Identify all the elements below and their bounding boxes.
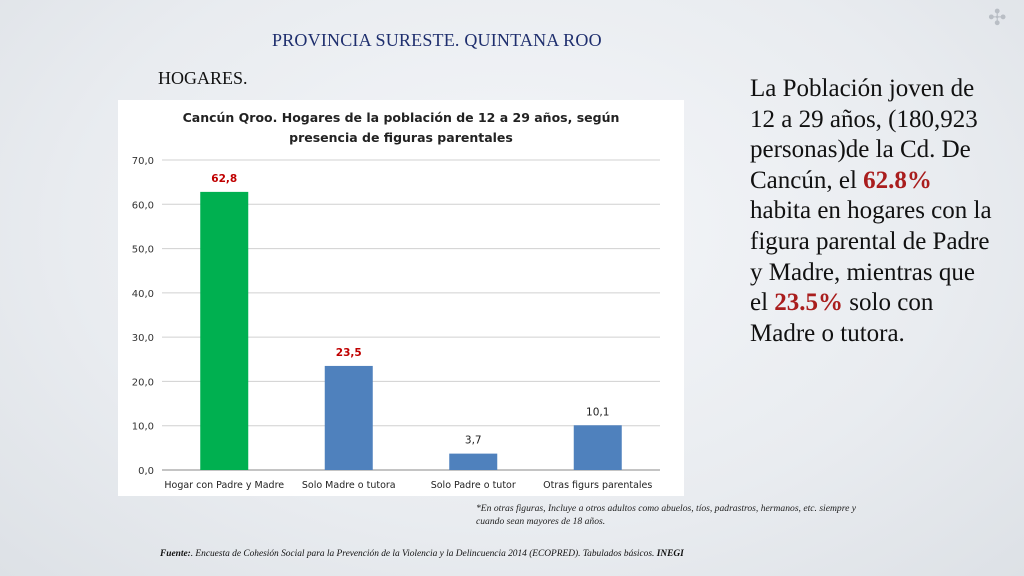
- x-tick-label: Otras figurs parentales: [543, 480, 652, 491]
- y-tick-label: 0,0: [138, 466, 154, 477]
- x-tick-label: Solo Madre o tutora: [302, 480, 396, 491]
- value-label: 62,8: [211, 173, 237, 185]
- y-tick-label: 30,0: [132, 333, 154, 344]
- summary-part-1: La Población joven de 12 a 29 años, (180…: [750, 75, 978, 194]
- y-tick-label: 50,0: [132, 245, 154, 256]
- source-org: INEGI: [656, 549, 684, 559]
- summary-highlight-1: 62.8%: [863, 166, 932, 194]
- y-tick-label: 10,0: [132, 422, 154, 433]
- value-label: 10,1: [586, 406, 609, 418]
- chart-bars: [200, 191, 622, 470]
- corner-decoration-icon: ✣: [988, 6, 1007, 31]
- x-tick-label: Solo Padre o tutor: [431, 480, 516, 491]
- value-labels: 62,8 23,5 3,7 10,1: [211, 173, 609, 447]
- bar-chart: Cancún Qroo. Hogares de la población de …: [118, 100, 684, 496]
- bar: [200, 191, 249, 470]
- y-axis-ticks: 0,0 10,0 20,0 30,0 40,0 50,0 60,0 70,0: [132, 156, 154, 477]
- source-citation: Fuente:. Encuesta de Cohesión Social par…: [160, 549, 684, 559]
- bar: [449, 453, 498, 470]
- y-tick-label: 40,0: [132, 289, 154, 300]
- x-axis-labels: Hogar con Padre y Madre Solo Madre o tuto…: [164, 480, 652, 491]
- x-tick-label: Hogar con Padre y Madre: [164, 480, 284, 491]
- section-label: HOGARES.: [158, 68, 248, 88]
- chart-title: Cancún Qroo. Hogares de la población de …: [183, 110, 620, 145]
- summary-text: La Población joven de 12 a 29 años, (180…: [750, 74, 995, 349]
- y-tick-label: 60,0: [132, 200, 154, 211]
- source-text: . Encuesta de Cohesión Social para la Pr…: [190, 549, 657, 559]
- chart-svg: Cancún Qroo. Hogares de la población de …: [118, 100, 684, 496]
- value-label: 3,7: [465, 435, 482, 447]
- value-label: 23,5: [336, 347, 362, 359]
- y-tick-label: 20,0: [132, 377, 154, 388]
- summary-highlight-2: 23.5%: [774, 289, 844, 317]
- summary-part-2: habita en hogares con la figura parental…: [750, 197, 992, 317]
- chart-title-line: Cancún Qroo. Hogares de la población de …: [183, 110, 620, 125]
- bar: [573, 425, 622, 470]
- footnote: *En otras figuras, Incluye a otros adult…: [476, 503, 856, 527]
- y-tick-label: 70,0: [132, 156, 154, 167]
- bar: [324, 365, 373, 470]
- slide-title: PROVINCIA SURESTE. QUINTANA ROO: [272, 30, 602, 50]
- source-label: Fuente:: [160, 549, 191, 559]
- chart-title-line: presencia de figuras parentales: [289, 130, 513, 145]
- summary-part-3: solo con Madre o tutora.: [750, 289, 934, 347]
